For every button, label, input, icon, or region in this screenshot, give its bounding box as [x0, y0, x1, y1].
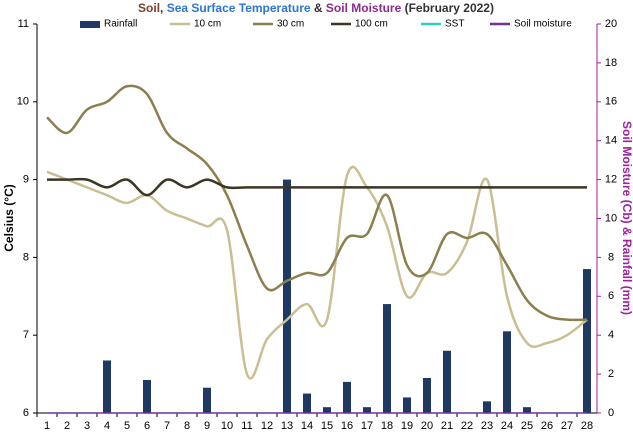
x-tick-label: 20 — [421, 420, 433, 432]
x-tick-label: 13 — [281, 420, 293, 432]
y-tick-label: 9 — [23, 174, 29, 186]
x-tick-label: 16 — [341, 420, 353, 432]
y-tick-label: 7 — [23, 329, 29, 341]
title-part: (February 2022) — [401, 1, 494, 15]
bar — [583, 269, 591, 413]
x-tick-label: 2 — [64, 420, 70, 432]
y-tick-label: 8 — [23, 251, 29, 263]
bar — [443, 350, 451, 413]
bar — [523, 407, 531, 413]
bar — [363, 407, 371, 413]
bar — [103, 360, 111, 413]
bar — [403, 397, 411, 413]
line — [46, 84, 588, 322]
x-tick-label: 9 — [204, 420, 210, 432]
title-part: Soil — [138, 1, 160, 15]
bar — [423, 377, 431, 413]
y2-tick-label: 12 — [605, 174, 617, 186]
x-tick-label: 14 — [301, 420, 313, 432]
x-tick-label: 24 — [501, 420, 513, 432]
x-tick-label: 3 — [84, 420, 90, 432]
y-tick-label: 11 — [18, 18, 29, 30]
chart-title: Soil, Sea Surface Temperature & Soil Moi… — [138, 1, 494, 15]
x-tick-label: 8 — [184, 420, 190, 432]
legend-swatch — [80, 21, 100, 28]
x-tick-label: 4 — [104, 420, 110, 432]
y2-tick-label: 16 — [605, 96, 617, 108]
x-tick-label: 26 — [541, 420, 553, 432]
x-tick-label: 17 — [361, 420, 373, 432]
y-tick-label: 6 — [23, 407, 29, 419]
y2-tick-label: 0 — [608, 407, 614, 419]
legend-label: Rainfall — [104, 19, 137, 30]
x-tick-label: 27 — [561, 420, 573, 432]
bar — [283, 179, 291, 413]
x-tick-label: 19 — [401, 420, 413, 432]
title-part: Soil Moisture — [326, 1, 402, 15]
bar — [483, 401, 491, 413]
x-tick-label: 28 — [581, 420, 593, 432]
y2-tick-label: 8 — [608, 251, 614, 263]
legend-label: 100 cm — [355, 19, 388, 30]
x-tick-label: 1 — [44, 420, 50, 432]
y2-tick-label: 10 — [605, 212, 617, 224]
legend-label: 10 cm — [194, 19, 221, 30]
bar — [203, 387, 211, 413]
bar — [303, 393, 311, 413]
x-tick-label: 7 — [164, 420, 170, 432]
line — [47, 177, 587, 197]
x-tick-label: 21 — [441, 420, 453, 432]
x-tick-label: 10 — [221, 420, 233, 432]
x-tick-label: 23 — [481, 420, 493, 432]
y2-tick-label: 20 — [605, 18, 617, 30]
legend-label: SST — [445, 19, 464, 30]
bar — [143, 379, 151, 413]
bar — [503, 331, 511, 413]
y-tick-label: 10 — [17, 96, 29, 108]
x-tick-label: 15 — [321, 420, 333, 432]
y2-tick-label: 4 — [608, 329, 614, 341]
x-tick-label: 12 — [261, 420, 273, 432]
x-tick-label: 5 — [124, 420, 130, 432]
title-part: & — [311, 1, 326, 15]
x-tick-label: 22 — [461, 420, 473, 432]
y2-tick-label: 2 — [608, 368, 614, 380]
y2-axis-title: Soil Moisture (Cb) & Rainfall (mm) — [620, 121, 633, 315]
bar — [323, 407, 331, 413]
x-tick-label: 11 — [241, 420, 252, 432]
bar — [383, 304, 391, 413]
y2-tick-label: 6 — [608, 290, 614, 302]
x-tick-label: 18 — [381, 420, 393, 432]
y2-tick-label: 14 — [605, 135, 617, 147]
title-part: , — [160, 1, 167, 15]
bar — [343, 381, 351, 413]
y-axis-title: Celsius (°C) — [2, 184, 16, 251]
x-tick-label: 6 — [144, 420, 150, 432]
legend-label: Soil moisture — [514, 19, 572, 30]
x-tick-label: 25 — [521, 420, 533, 432]
legend-label: 30 cm — [277, 19, 304, 30]
y2-tick-label: 18 — [605, 57, 617, 69]
title-part: Sea Surface Temperature — [167, 1, 311, 15]
